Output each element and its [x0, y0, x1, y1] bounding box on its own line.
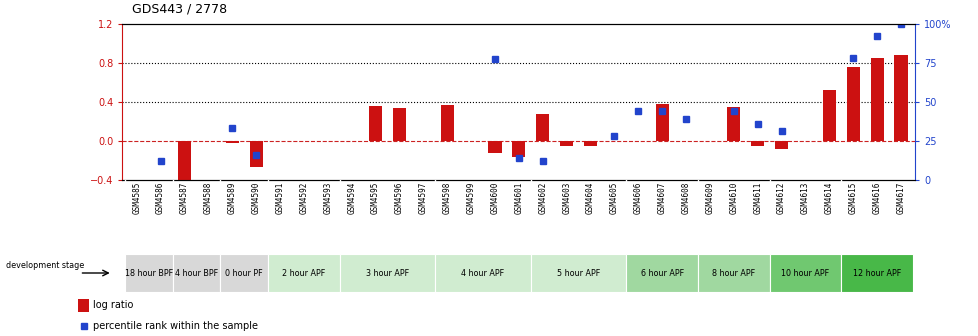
Bar [249, 141, 262, 167]
Text: 8 hour APF: 8 hour APF [712, 268, 755, 278]
Text: GSM4612: GSM4612 [777, 182, 785, 214]
Bar [392, 109, 406, 141]
Bar [697, 254, 769, 292]
Bar [339, 254, 435, 292]
Text: GSM4609: GSM4609 [705, 182, 714, 214]
Text: GSM4585: GSM4585 [132, 182, 141, 214]
Text: development stage: development stage [6, 261, 84, 270]
Text: GSM4606: GSM4606 [633, 182, 643, 214]
Text: GSM4587: GSM4587 [180, 182, 189, 214]
Text: GSM4591: GSM4591 [275, 182, 285, 214]
Text: GSM4603: GSM4603 [561, 182, 570, 214]
Text: GSM4615: GSM4615 [848, 182, 857, 214]
Text: GSM4607: GSM4607 [657, 182, 666, 214]
Text: 4 hour BPF: 4 hour BPF [175, 268, 218, 278]
Text: percentile rank within the sample: percentile rank within the sample [93, 322, 258, 331]
Text: GSM4597: GSM4597 [419, 182, 427, 214]
Bar [894, 55, 907, 141]
Text: GSM4608: GSM4608 [681, 182, 689, 214]
Bar [435, 254, 530, 292]
Text: GSM4605: GSM4605 [609, 182, 618, 214]
Text: 0 hour PF: 0 hour PF [225, 268, 263, 278]
Text: 6 hour APF: 6 hour APF [640, 268, 683, 278]
Bar [178, 141, 191, 182]
Bar [750, 141, 764, 145]
Text: GSM4593: GSM4593 [323, 182, 332, 214]
Bar [511, 141, 525, 157]
Text: 18 hour BPF: 18 hour BPF [124, 268, 172, 278]
Text: GSM4599: GSM4599 [467, 182, 475, 214]
Bar [869, 58, 883, 141]
Bar [655, 103, 668, 141]
Text: GSM4601: GSM4601 [513, 182, 523, 214]
Bar [536, 114, 549, 141]
Text: log ratio: log ratio [93, 300, 133, 310]
Bar [172, 254, 220, 292]
Text: GSM4613: GSM4613 [800, 182, 809, 214]
Bar [268, 254, 339, 292]
Text: GSM4602: GSM4602 [538, 182, 547, 214]
Bar [440, 104, 454, 141]
Text: GDS443 / 2778: GDS443 / 2778 [132, 2, 227, 15]
Text: GSM4616: GSM4616 [871, 182, 881, 214]
Text: GSM4600: GSM4600 [490, 182, 499, 214]
Bar [822, 90, 835, 141]
Text: 2 hour APF: 2 hour APF [282, 268, 326, 278]
Bar [530, 254, 626, 292]
Bar [369, 106, 381, 141]
Bar [775, 141, 787, 150]
Bar [78, 299, 89, 312]
Text: GSM4610: GSM4610 [729, 182, 737, 214]
Bar [559, 141, 573, 145]
Text: GSM4614: GSM4614 [824, 182, 833, 214]
Bar [769, 254, 840, 292]
Text: 3 hour APF: 3 hour APF [366, 268, 409, 278]
Text: GSM4598: GSM4598 [442, 182, 451, 214]
Bar [727, 107, 739, 141]
Bar [124, 254, 172, 292]
Text: GSM4588: GSM4588 [203, 182, 212, 214]
Bar [846, 68, 859, 141]
Text: GSM4590: GSM4590 [251, 182, 260, 214]
Text: 5 hour APF: 5 hour APF [556, 268, 600, 278]
Bar [583, 141, 597, 145]
Text: 10 hour APF: 10 hour APF [780, 268, 828, 278]
Text: 12 hour APF: 12 hour APF [852, 268, 901, 278]
Text: GSM4595: GSM4595 [371, 182, 379, 214]
Bar [220, 254, 268, 292]
Bar [840, 254, 912, 292]
Text: GSM4604: GSM4604 [586, 182, 595, 214]
Text: GSM4586: GSM4586 [156, 182, 165, 214]
Text: GSM4617: GSM4617 [896, 182, 905, 214]
Text: GSM4592: GSM4592 [299, 182, 308, 214]
Text: GSM4594: GSM4594 [347, 182, 356, 214]
Text: GSM4589: GSM4589 [228, 182, 237, 214]
Bar [226, 141, 239, 143]
Bar [488, 141, 501, 154]
Text: GSM4611: GSM4611 [752, 182, 762, 214]
Text: GSM4596: GSM4596 [394, 182, 404, 214]
Bar [626, 254, 697, 292]
Text: 4 hour APF: 4 hour APF [461, 268, 504, 278]
